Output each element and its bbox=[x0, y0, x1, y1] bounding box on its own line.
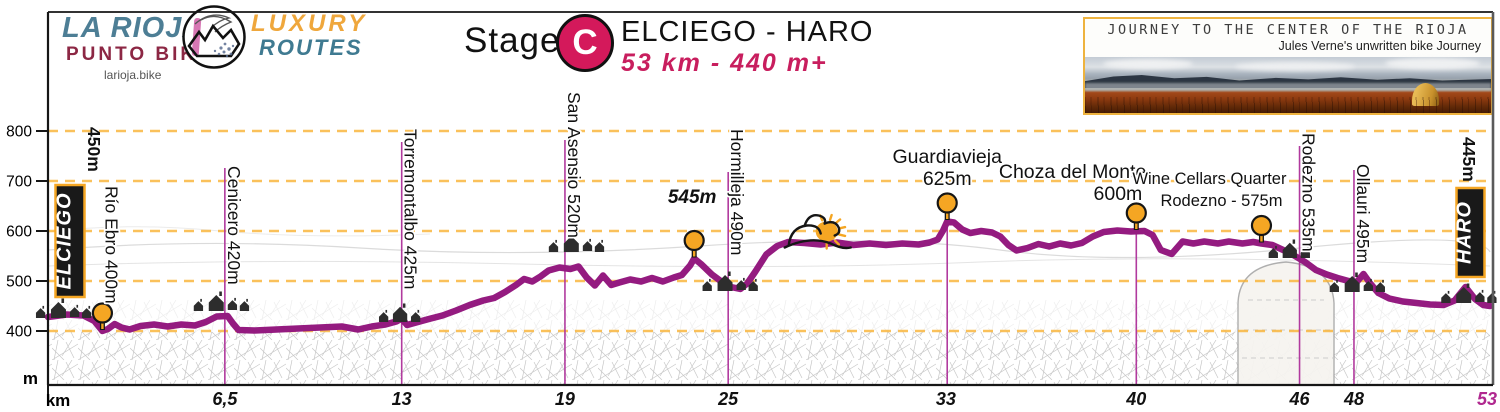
waypoint-label-guardiavieja: Guardiavieja bbox=[892, 146, 1002, 168]
cloud-shape bbox=[1103, 59, 1193, 69]
brand-website: larioja.bike bbox=[104, 68, 162, 82]
y-tick-label-700: 700 bbox=[6, 174, 32, 191]
cloud-shape bbox=[1235, 62, 1355, 71]
endpoint-end-altitude: 445m bbox=[1459, 137, 1479, 182]
y-axis-unit: m bbox=[23, 369, 38, 388]
endpoint-start-box bbox=[54, 183, 86, 299]
waypoint-label-cenicero: Cenicero 420m bbox=[224, 166, 244, 285]
x-tick-label-33: 33 bbox=[936, 389, 956, 409]
x-tick-label-40: 40 bbox=[1125, 389, 1146, 409]
brand-punto-bike: PUNTO BIKE bbox=[66, 44, 213, 65]
endpoint-end-label: HARO bbox=[1454, 201, 1476, 264]
axes: 400 500 600 700 800 mkm 6,5 13 19 25 33 40 46 48 53 bbox=[6, 11, 1497, 410]
waypoint-label-choza-del-monte: Choza del Monte bbox=[999, 161, 1146, 183]
waypoint-pin-icon bbox=[683, 229, 705, 258]
elevation-profile-line bbox=[44, 218, 1494, 335]
village-houses-icon bbox=[1329, 272, 1385, 292]
route-distance-elevation: 53 km - 440 m+ bbox=[621, 49, 828, 77]
brand-luxury: LUXURY bbox=[251, 10, 368, 37]
y-tick-label-400: 400 bbox=[6, 324, 32, 341]
brand-routes: ROUTES bbox=[259, 35, 363, 60]
village-houses-icon bbox=[548, 232, 605, 252]
x-tick-label-25: 25 bbox=[717, 389, 739, 409]
waypoint-labels: Río Ebro 400m Cenicero 420m Torremontalbo … bbox=[100, 90, 1375, 305]
banner-subtitle: Jules Verne's unwritten bike Journey bbox=[1278, 39, 1482, 53]
route-name: ELCIEGO - HARO bbox=[621, 16, 874, 48]
stage-letter: C bbox=[572, 23, 598, 62]
waypoint-label-san-asensio: San Asensio 520m bbox=[564, 92, 584, 238]
y-tick-label-800: 800 bbox=[6, 124, 32, 141]
waypoint-label-hormilleja: Hormilleja 490m bbox=[727, 129, 747, 255]
stage-word: Stage bbox=[464, 21, 561, 60]
village-houses-icon bbox=[35, 298, 92, 318]
mountain-bike-logo-icon bbox=[181, 4, 247, 75]
y-tick-label-600: 600 bbox=[6, 224, 32, 241]
waypoint-label-peak-545: 545m bbox=[668, 187, 717, 208]
x-tick-label-19: 19 bbox=[555, 389, 575, 409]
banner-title: JOURNEY TO THE CENTER OF THE RIOJA bbox=[1107, 22, 1469, 38]
waypoint-pin-icon bbox=[936, 192, 958, 220]
cloud-shape bbox=[1385, 58, 1480, 69]
x-tick-label-53: 53 bbox=[1477, 389, 1497, 409]
village-houses-icon bbox=[702, 271, 758, 291]
waypoint-label-torremontalbo: Torremontalbo 425m bbox=[401, 129, 421, 290]
waypoint-pin-icon bbox=[1125, 202, 1147, 230]
endpoint-end: HARO 445m bbox=[1454, 137, 1486, 279]
waypoint-pins bbox=[91, 192, 1273, 330]
endpoint-start-altitude: 450m bbox=[84, 127, 104, 172]
cyclist-doodle-icon bbox=[783, 213, 852, 250]
waypoint-label-rio-ebro: Río Ebro 400m bbox=[101, 186, 121, 304]
haze-band bbox=[1085, 83, 1491, 91]
x-tick-label-13: 13 bbox=[392, 389, 412, 409]
x-tick-label-48: 48 bbox=[1343, 389, 1364, 409]
village-icons bbox=[35, 232, 1497, 322]
waypoint-pin-icon bbox=[91, 302, 114, 330]
village-houses-icon bbox=[193, 291, 250, 311]
waypoint-label2-choza-del-monte: 600m bbox=[1094, 183, 1143, 205]
x-tick-label-6_5: 6,5 bbox=[212, 389, 238, 409]
background-sketch bbox=[47, 226, 1491, 386]
waypoint-label2-guardiavieja: 625m bbox=[923, 168, 972, 190]
waypoint-pin-icon bbox=[1250, 214, 1273, 243]
village-houses-icon bbox=[1441, 283, 1497, 303]
endpoint-end-box bbox=[1455, 186, 1486, 279]
stage-letter-badge: C bbox=[556, 14, 614, 72]
village-houses-icon bbox=[378, 303, 421, 322]
endpoint-start: ELCIEGO 450m bbox=[54, 127, 104, 299]
endpoint-start-label: ELCIEGO bbox=[54, 192, 76, 289]
brand-la-rioja: LA RIOJA bbox=[62, 12, 205, 44]
waypoint-label-rodezno: Rodezno 535m bbox=[1299, 133, 1319, 252]
x-tick-label-46: 46 bbox=[1289, 389, 1311, 409]
x-axis-unit: km bbox=[46, 391, 71, 410]
field-scrub-texture bbox=[1085, 97, 1491, 113]
stone-hut-icon bbox=[1412, 83, 1439, 106]
waypoint-label-wine-cellars: Wine Cellars Quarter bbox=[1132, 170, 1287, 188]
y-tick-label-500: 500 bbox=[6, 274, 32, 291]
village-houses-icon bbox=[1268, 239, 1310, 258]
waypoint-label-ollauri: Ollauri 495m bbox=[1353, 164, 1373, 263]
waypoint-label2-wine-cellars: Rodezno - 575m bbox=[1160, 192, 1282, 210]
journey-banner: JOURNEY TO THE CENTER OF THE RIOJA Jules… bbox=[1083, 17, 1493, 115]
stone-hut-sketch bbox=[1237, 261, 1335, 386]
horizon-line bbox=[47, 258, 1491, 268]
banner-photo bbox=[1085, 57, 1491, 113]
